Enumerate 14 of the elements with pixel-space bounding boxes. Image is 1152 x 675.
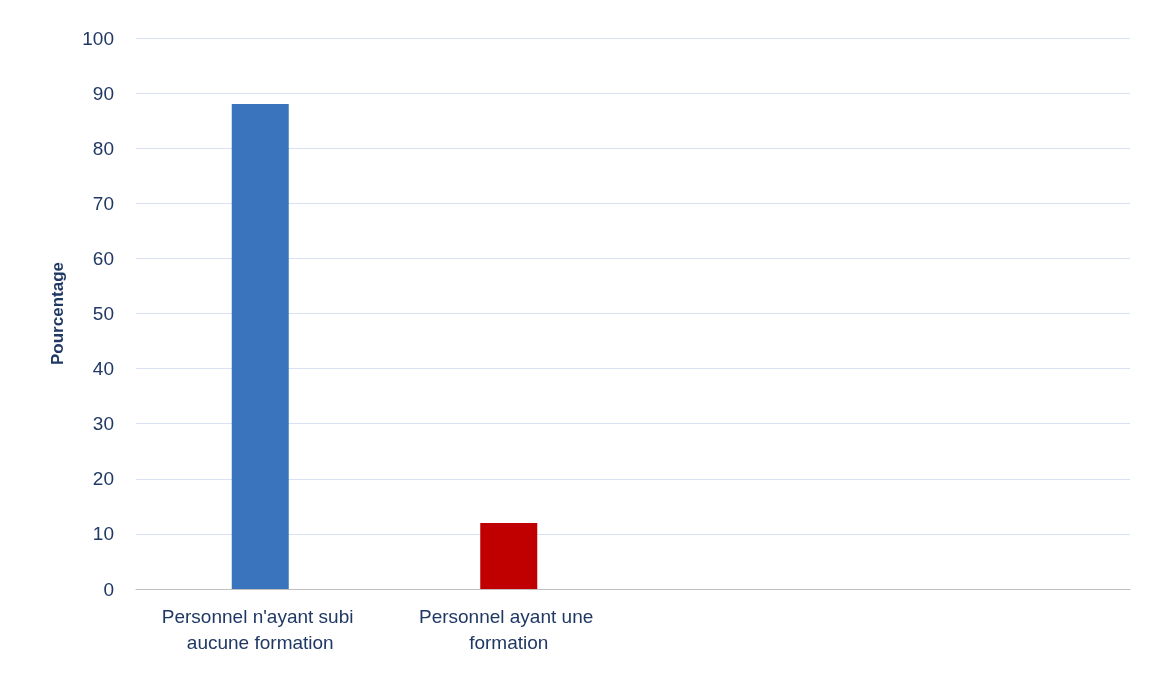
y-tick-label: 30	[92, 413, 114, 435]
y-tick-label: 0	[103, 578, 114, 600]
y-tick-label: 10	[92, 523, 114, 545]
x-tick-label: Personnel ayant une formation	[418, 605, 599, 653]
y-tick-label: 20	[92, 468, 114, 490]
y-tick-label: 50	[92, 303, 114, 324]
y-tick-label: 70	[92, 192, 114, 214]
y-tick-label: 80	[92, 137, 114, 159]
y-axis-title: Pourcentage	[48, 262, 67, 365]
y-tick-label: 100	[82, 27, 114, 49]
y-tick-label: 40	[92, 358, 114, 380]
y-tick-label: 90	[92, 82, 114, 104]
x-tick-label: Personnel n'ayant subi aucune formation	[161, 605, 359, 653]
y-tick-label: 60	[92, 247, 114, 269]
